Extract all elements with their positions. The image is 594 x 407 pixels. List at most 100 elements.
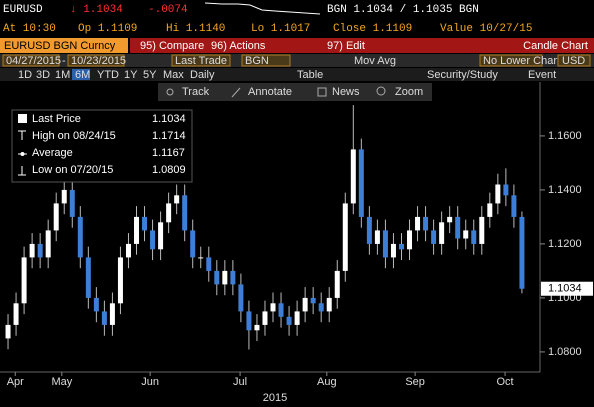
period-bar [0,68,594,81]
input[interactable] [241,54,291,67]
candle-body [326,297,332,312]
last-price-label: 1.1034 [548,283,582,295]
candle-body [278,303,284,317]
start-date[interactable]: 04/27/2015 [6,55,61,67]
menu-button[interactable]: 95) Compare [140,40,204,52]
candle-body [431,230,437,244]
candle-body [455,216,461,239]
stat: At 10:30 [3,23,56,35]
candle-body [390,243,396,258]
menu-button[interactable]: 97) Edit [327,40,365,52]
stat: Lo 1.1017 [251,23,310,35]
stat: Value 10/27/15 [440,23,532,35]
candle-body [262,311,268,325]
mov-avg[interactable]: Mov Avg [354,55,396,67]
legend-label: Low on 07/20/15 [32,164,113,176]
candle-body [423,216,429,231]
candle-body [254,324,260,331]
period[interactable]: 5Y [143,69,157,81]
candle-body [214,270,220,285]
x-tick-label: Oct [497,376,514,388]
frequency[interactable]: Daily [190,69,215,81]
period[interactable]: Max [163,69,184,81]
tool[interactable]: Annotate [248,86,292,98]
candle-body [511,195,517,217]
x-tick-label: Jun [141,376,159,388]
legend-value: 1.1034 [152,113,186,125]
menu-button[interactable]: 96) Actions [211,40,266,52]
period[interactable]: YTD [97,69,119,81]
ticker: EURUSD [3,4,43,16]
candle-body [350,149,356,204]
change: -.0074 [148,4,188,16]
candle-body [495,184,501,204]
period[interactable]: 1D [18,69,32,81]
legend-icon [18,130,26,140]
input[interactable] [557,54,591,67]
candle-body [101,311,107,325]
study-button[interactable]: Security/Study [427,69,498,81]
legend-icon [20,152,25,156]
tool[interactable]: News [332,86,360,98]
legend-value: 1.0809 [152,164,186,176]
event-button[interactable]: Event [528,69,556,81]
candle-body [471,230,477,244]
input[interactable] [171,54,231,67]
candle-body [158,222,164,250]
candle-body [366,216,372,244]
price-type[interactable]: Last Trade [175,55,227,67]
period[interactable]: 6M [75,69,90,81]
security-bar [0,38,128,53]
stat: Close 1.1109 [333,23,412,35]
candle-body [134,216,140,244]
candle-body [415,216,421,231]
tool[interactable]: Track [182,86,210,98]
candle-body [77,216,83,258]
icon [166,88,174,96]
lower-chart[interactable]: No Lower Chart [483,55,560,67]
menu-bar [130,38,594,53]
candle-body [286,316,292,325]
period[interactable]: 3D [36,69,50,81]
tool[interactable]: Zoom [395,86,423,98]
candle-body [294,311,300,325]
candle-body [150,230,156,250]
chart-toolbar [158,83,432,101]
period[interactable]: 1Y [124,69,138,81]
last-price-tag [541,281,593,296]
candle-body [398,243,404,250]
candle-body [407,230,413,250]
x-tick-label: Jul [233,376,247,388]
candle-body [125,243,131,258]
candle-body [342,203,348,271]
x-tick-label: Apr [7,376,24,388]
candle-body [230,270,236,285]
period[interactable]: 1M [55,69,70,81]
price: ↓ 1.1034 [70,4,123,16]
candle-body [174,195,180,204]
input[interactable] [67,54,125,67]
y-tick-label: 1.1400 [548,184,582,196]
legend-label: Average [32,147,73,159]
candle-body [479,216,485,244]
sparkline [204,2,321,15]
candle-body [318,303,324,312]
end-date[interactable]: 10/23/2015 [71,55,126,67]
input[interactable] [2,54,60,67]
input[interactable] [479,54,543,67]
source[interactable]: BGN [245,55,269,67]
candle-body [117,257,123,304]
selected-period [72,69,90,80]
candle-body [270,303,276,312]
field-bar [0,54,594,67]
candle-body [37,243,43,258]
quote: BGN 1.1034 / 1.1035 BGN [327,4,479,16]
candle-body [310,297,316,304]
candle-body [198,257,204,259]
candle-body [5,324,11,339]
table-button[interactable]: Table [297,69,323,81]
currency[interactable]: USD [562,55,585,67]
candle-body [190,230,196,258]
